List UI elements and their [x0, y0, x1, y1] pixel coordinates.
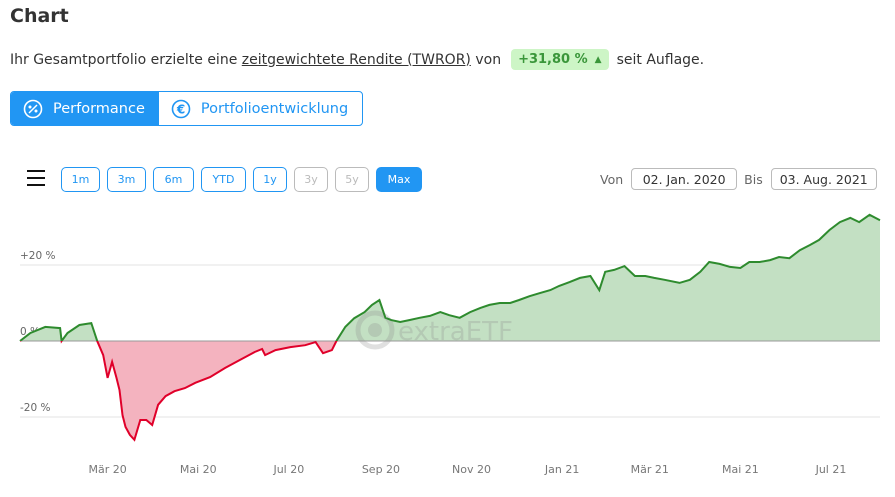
from-date-input[interactable]: 02. Jan. 2020	[631, 168, 738, 190]
y-tick-label: -20 %	[20, 402, 50, 414]
summary-mid: von	[475, 51, 502, 68]
x-tick-label: Sep 20	[362, 463, 400, 476]
hamburger-menu-icon[interactable]	[27, 170, 45, 186]
twror-link[interactable]: zeitgewichtete Rendite (TWROR)	[241, 51, 471, 68]
date-range: Von 02. Jan. 2020 Bis 03. Aug. 2021	[600, 168, 884, 190]
triangle-up-icon: ▲	[594, 54, 602, 65]
watermark-logo: extraETF	[355, 310, 513, 350]
tab-label: Portfolioentwicklung	[200, 100, 349, 117]
range-selector: 1m 3m 6m YTD 1y 3y 5y Max	[61, 167, 422, 192]
range-5y-button: 5y	[335, 167, 369, 192]
to-label: Bis	[744, 171, 763, 187]
svg-text:€: €	[176, 102, 185, 116]
x-tick-label: Mai 20	[180, 463, 217, 476]
y-tick-label: +20 %	[20, 250, 55, 262]
x-tick-label: Mär 21	[631, 463, 669, 476]
x-tick-label: Jan 21	[544, 463, 579, 476]
euro-icon: €	[171, 99, 191, 118]
return-value: +31,80 %	[518, 52, 588, 67]
range-1m-button[interactable]: 1m	[61, 167, 100, 192]
x-tick-label: Mär 20	[89, 463, 127, 476]
performance-summary: Ihr Gesamtportfolio erzielte eine zeitge…	[10, 49, 704, 70]
x-tick-label: Nov 20	[452, 463, 491, 476]
summary-suffix: seit Auflage.	[616, 51, 705, 68]
x-tick-label: Jul 20	[272, 463, 304, 476]
range-6m-button[interactable]: 6m	[153, 167, 194, 192]
summary-prefix: Ihr Gesamtportfolio erzielte eine	[10, 51, 238, 68]
range-max-button[interactable]: Max	[376, 167, 422, 192]
from-label: Von	[600, 171, 624, 187]
positive-series-line	[19, 213, 881, 341]
to-date-input[interactable]: 03. Aug. 2021	[770, 168, 877, 190]
range-1y-button[interactable]: 1y	[253, 167, 287, 192]
range-ytd-button[interactable]: YTD	[201, 167, 246, 192]
tab-portfolioentwicklung[interactable]: € Portfolioentwicklung	[159, 92, 362, 125]
performance-chart: +20 %0 %-20 %Mär 20 Mai 20 Jul 20 Sep 20 Nov…	[19, 213, 881, 476]
chart-mode-tabs: Performance € Portfolioentwicklung	[10, 91, 364, 126]
svg-text:extraETF: extraETF	[398, 317, 513, 347]
tab-label: Performance	[53, 100, 145, 117]
negative-area	[20, 341, 880, 440]
x-tick-label: Mai 21	[722, 463, 759, 476]
tab-performance[interactable]: Performance	[11, 92, 159, 125]
x-tick-label: Jul 21	[815, 463, 847, 476]
return-badge: +31,80 % ▲	[511, 49, 609, 70]
page-title: Chart	[10, 5, 69, 27]
range-3y-button: 3y	[294, 167, 328, 192]
range-3m-button[interactable]: 3m	[107, 167, 146, 192]
positive-area	[20, 214, 880, 341]
performance-icon	[23, 99, 43, 118]
negative-series-line	[20, 341, 338, 442]
